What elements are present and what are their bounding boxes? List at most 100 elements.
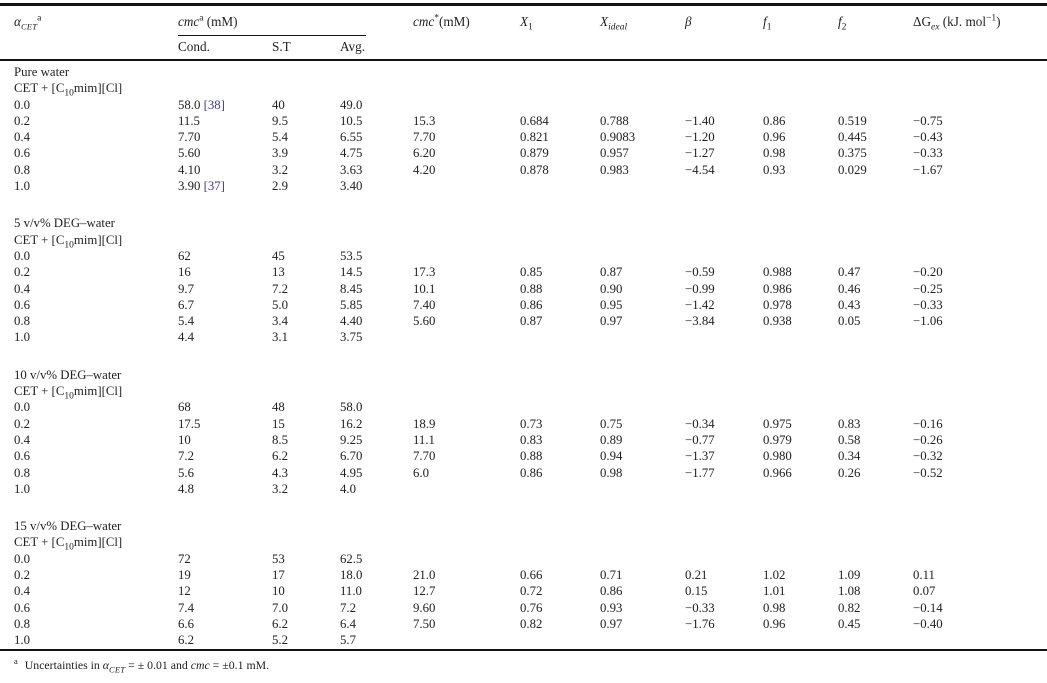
cell-alpha: 0.4 (14, 584, 30, 599)
cell-avg: 6.55 (340, 130, 363, 145)
cell-f2: 1.09 (838, 568, 861, 583)
cell-beta: −0.34 (685, 416, 715, 431)
cell-cond: 9.7 (178, 281, 194, 296)
cell-st: 40 (272, 97, 285, 112)
cell-f1: 0.980 (763, 449, 792, 464)
cell-st: 3.9 (272, 146, 288, 161)
cell-xideal: 0.75 (600, 416, 623, 431)
cell-x1: 0.76 (520, 600, 543, 615)
cell-cmc_star: 7.70 (413, 449, 436, 464)
f2-subscript: 2 (841, 22, 847, 33)
cell-beta (685, 481, 763, 497)
footnote-marker-a: a (14, 656, 18, 667)
cell-dgex: −1.06 (913, 314, 943, 329)
cell-dgex: −0.43 (913, 130, 943, 145)
cell-cond: 5.4 (178, 314, 194, 329)
cell-f2 (838, 632, 913, 648)
cell-f2: 0.445 (838, 130, 867, 145)
table-row: 0.6 7.2 6.2 6.70 7.70 0.88 0.94 −1.37 0.980 0.34 −… (14, 448, 1035, 464)
cell-x1: 0.85 (520, 265, 543, 280)
cell-x1: 0.66 (520, 568, 543, 583)
cell-x1 (520, 399, 600, 415)
cell-alpha: 0.2 (14, 416, 30, 431)
cell-xideal: 0.9083 (600, 130, 636, 145)
cell-x1: 0.86 (520, 297, 543, 312)
cell-dgex (913, 481, 1035, 497)
cell-cmc_star (413, 248, 520, 264)
cell-x1: 0.88 (520, 449, 543, 464)
cell-cmc_star: 7.70 (413, 130, 436, 145)
cell-f2 (838, 178, 913, 194)
dgex-subscript: ex (931, 22, 940, 33)
citation-link[interactable]: [37] (203, 179, 225, 194)
cell-f1: 0.978 (763, 297, 792, 312)
cell-alpha: 0.2 (14, 265, 30, 280)
cell-cond: 11.5 (178, 113, 200, 128)
table-row: 0.8 5.6 4.3 4.95 6.0 0.86 0.98 −1.77 0.966 0.26 −0… (14, 465, 1035, 481)
cell-cmc_star: 6.0 (413, 465, 429, 480)
table-row: 1.0 6.2 5.2 5.7 (14, 632, 1035, 648)
cell-f2 (838, 248, 913, 264)
cell-beta: −0.33 (685, 600, 715, 615)
col-subheader-st: S.T (272, 38, 291, 54)
cell-xideal (600, 97, 685, 113)
cell-cmc_star: 6.20 (413, 146, 436, 161)
cell-st: 17 (272, 568, 285, 583)
col-header-dgex: ΔGex (kJ. mol−1) (913, 6, 1035, 36)
x1-label: X (520, 13, 529, 29)
cell-cond: 7.4 (178, 600, 194, 615)
cell-avg: 10.5 (340, 113, 363, 128)
footnote-text: = ± 0.01 and (125, 658, 191, 672)
cell-xideal (600, 178, 685, 194)
cell-cond: 3.90 [37] (178, 179, 225, 194)
cell-dgex: −0.52 (913, 465, 943, 480)
alpha-symbol: α (14, 13, 21, 29)
cell-dgex: −0.26 (913, 432, 943, 447)
table-row: 1.0 3.90 [37] 2.9 3.40 (14, 178, 1035, 194)
cell-f1 (763, 97, 838, 113)
cell-f2: 1.08 (838, 584, 861, 599)
table-row: 0.2 19 17 18.0 21.0 0.66 0.71 0.21 1.02 1.09 0.11 (14, 567, 1035, 583)
alpha-subscript: CET (108, 664, 126, 675)
cell-f1: 0.966 (763, 465, 792, 480)
cell-beta: −1.27 (685, 146, 715, 161)
cell-st: 3.4 (272, 314, 288, 329)
cell-f2: 0.58 (838, 432, 861, 447)
cell-f1: 0.979 (763, 432, 792, 447)
f1-subscript: 1 (766, 22, 772, 33)
cell-st: 3.2 (272, 162, 288, 177)
cell-f1 (763, 329, 838, 345)
cell-f1 (763, 481, 838, 497)
cell-xideal (600, 632, 685, 648)
cell-alpha: 0.6 (14, 146, 30, 161)
cell-cond: 72 (178, 551, 191, 566)
dgex-exponent: −1 (986, 13, 997, 24)
cell-dgex: −0.33 (913, 297, 943, 312)
section-solvent-label: 5 v/v% DEG–water (14, 216, 115, 231)
cell-x1: 0.72 (520, 584, 543, 599)
cell-x1 (520, 481, 600, 497)
cell-beta (685, 97, 763, 113)
cell-beta: −1.37 (685, 449, 715, 464)
cell-f2 (838, 399, 913, 415)
table-header: αCETa cmca (mM) cmc*(mM) X1 Xideal β f1 … (14, 6, 1035, 59)
cell-f2: 0.34 (838, 449, 861, 464)
cell-alpha: 0.0 (14, 97, 30, 112)
cell-beta (685, 551, 763, 567)
citation-link[interactable]: [38] (203, 97, 225, 112)
cell-st: 5.4 (272, 130, 288, 145)
cell-st: 13 (272, 265, 285, 280)
cell-dgex: −0.40 (913, 616, 943, 631)
cell-alpha: 0.0 (14, 248, 30, 263)
cell-f2: 0.43 (838, 297, 861, 312)
table-row: 0.4 9.7 7.2 8.45 10.1 0.88 0.90 −0.99 0.986 0.46 −… (14, 281, 1035, 297)
cell-avg: 62.5 (340, 551, 363, 566)
col-header-cmc-group: cmca (mM) (178, 6, 413, 36)
table-row: 1.0 4.4 3.1 3.75 (14, 329, 1035, 345)
cmc-star-unit: (mM) (439, 13, 470, 29)
cell-avg: 11.0 (340, 584, 362, 599)
cell-st: 5.0 (272, 297, 288, 312)
cell-dgex (913, 399, 1035, 415)
cell-avg: 4.95 (340, 465, 363, 480)
alpha-symbol: α (102, 658, 109, 672)
